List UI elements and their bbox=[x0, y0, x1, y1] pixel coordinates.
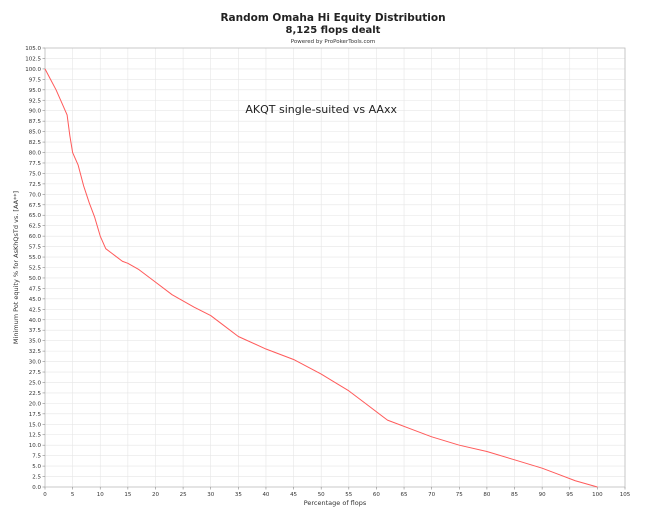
x-axis-label: Percentage of flops bbox=[304, 499, 367, 507]
y-tick-label: 37.5 bbox=[29, 328, 42, 334]
x-tick-label: 95 bbox=[566, 492, 573, 498]
series-layer bbox=[44, 68, 598, 488]
chart-annotation: AKQT single-suited vs AAxx bbox=[245, 103, 397, 116]
x-tick-label: 0 bbox=[43, 492, 47, 498]
x-tick-label: 70 bbox=[428, 492, 435, 498]
chart-credit: Powered by ProPokerTools.com bbox=[290, 39, 376, 45]
y-tick-label: 45.0 bbox=[29, 297, 42, 303]
y-tick-label: 70.0 bbox=[29, 192, 42, 198]
y-tick-label: 52.5 bbox=[29, 266, 42, 272]
x-tick-label: 30 bbox=[207, 492, 214, 498]
x-tick-label: 5 bbox=[71, 492, 75, 498]
y-tick-label: 72.5 bbox=[29, 182, 42, 188]
y-tick-label: 75.0 bbox=[29, 171, 42, 177]
y-tick-label: 30.0 bbox=[29, 360, 42, 366]
y-tick-label: 60.0 bbox=[29, 234, 42, 240]
y-tick-label: 95.0 bbox=[29, 88, 42, 94]
tick-labels: 0 5 10 15 20 25 30 35 40 45 50 55 60 65 70 75 80 85 90 95 10… bbox=[25, 46, 630, 498]
x-tick-label: 65 bbox=[401, 492, 408, 498]
chart-subtitle: 8,125 flops dealt bbox=[285, 25, 381, 36]
x-tick-label: 35 bbox=[235, 492, 242, 498]
x-tick-label: 75 bbox=[456, 492, 463, 498]
y-tick-label: 62.5 bbox=[29, 224, 42, 230]
x-tick-label: 15 bbox=[124, 492, 131, 498]
y-tick-label: 102.5 bbox=[25, 56, 41, 62]
y-tick-label: 100.0 bbox=[25, 67, 41, 73]
axes bbox=[42, 47, 626, 490]
y-tick-label: 57.5 bbox=[29, 245, 42, 251]
y-tick-label: 25.0 bbox=[29, 380, 42, 386]
y-tick-label: 105.0 bbox=[25, 46, 41, 52]
y-tick-label: 55.0 bbox=[29, 255, 42, 261]
y-axis-label: Minimum Pot equity % for AsKhQsTd vs. [A… bbox=[12, 191, 20, 344]
y-tick-label: 87.5 bbox=[29, 119, 42, 125]
y-tick-label: 77.5 bbox=[29, 161, 42, 167]
x-tick-label: 80 bbox=[483, 492, 490, 498]
y-tick-label: 80.0 bbox=[29, 151, 42, 157]
y-tick-label: 90.0 bbox=[29, 109, 42, 115]
y-tick-label: 2.5 bbox=[32, 475, 41, 481]
x-tick-label: 45 bbox=[290, 492, 297, 498]
y-tick-label: 97.5 bbox=[29, 77, 42, 83]
y-tick-label: 5.0 bbox=[32, 464, 41, 470]
x-tick-label: 25 bbox=[180, 492, 187, 498]
y-tick-label: 20.0 bbox=[29, 401, 42, 407]
y-tick-label: 32.5 bbox=[29, 349, 42, 355]
x-tick-label: 40 bbox=[262, 492, 269, 498]
y-tick-label: 42.5 bbox=[29, 307, 42, 313]
x-tick-label: 60 bbox=[373, 492, 380, 498]
y-tick-label: 47.5 bbox=[29, 286, 42, 292]
y-tick-label: 10.0 bbox=[29, 443, 42, 449]
y-tick-label: 40.0 bbox=[29, 318, 42, 324]
y-tick-label: 12.5 bbox=[29, 433, 42, 439]
x-tick-label: 85 bbox=[511, 492, 518, 498]
y-tick-label: 17.5 bbox=[29, 412, 42, 418]
x-tick-label: 50 bbox=[318, 492, 325, 498]
y-tick-label: 27.5 bbox=[29, 370, 42, 376]
y-tick-label: 0.0 bbox=[32, 485, 41, 491]
x-tick-label: 100 bbox=[592, 492, 603, 498]
y-tick-label: 15.0 bbox=[29, 422, 42, 428]
x-tick-label: 90 bbox=[539, 492, 546, 498]
series-line bbox=[44, 68, 598, 488]
x-tick-label: 55 bbox=[345, 492, 352, 498]
chart-title: Random Omaha Hi Equity Distribution bbox=[220, 12, 446, 24]
y-tick-label: 65.0 bbox=[29, 213, 42, 219]
y-tick-label: 67.5 bbox=[29, 203, 42, 209]
x-tick-label: 20 bbox=[152, 492, 159, 498]
y-tick-label: 92.5 bbox=[29, 98, 42, 104]
y-tick-label: 85.0 bbox=[29, 130, 42, 136]
y-tick-label: 50.0 bbox=[29, 276, 42, 282]
x-tick-label: 10 bbox=[97, 492, 104, 498]
x-tick-label: 105 bbox=[620, 492, 631, 498]
y-tick-label: 22.5 bbox=[29, 391, 42, 397]
y-tick-label: 7.5 bbox=[32, 454, 41, 460]
y-tick-label: 82.5 bbox=[29, 140, 42, 146]
y-tick-label: 35.0 bbox=[29, 339, 42, 345]
